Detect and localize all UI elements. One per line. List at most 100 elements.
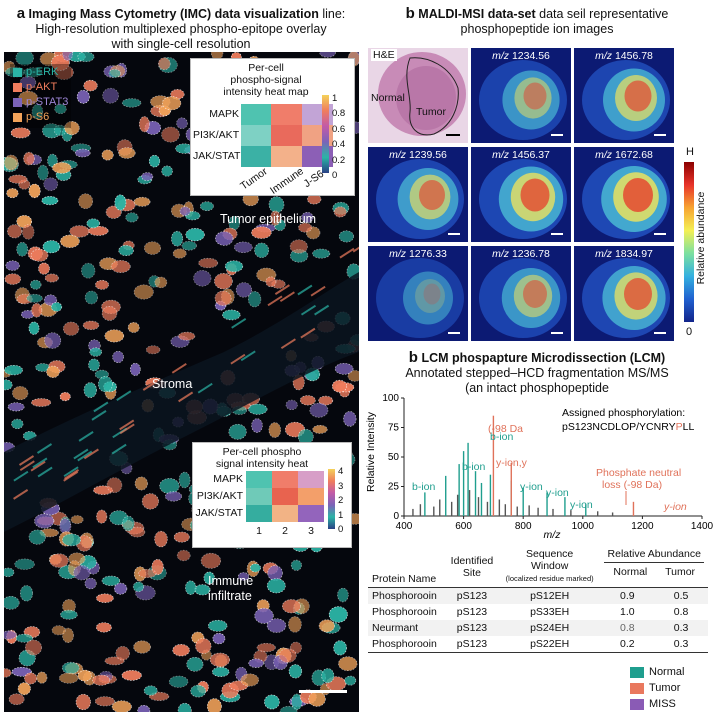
heatmap-row-label: PI3K/AKT xyxy=(196,490,243,502)
panel-a-title-rest: line: xyxy=(318,7,346,21)
imc-cell xyxy=(344,675,357,686)
cell-seq: pS33EH xyxy=(530,606,570,618)
header-normal: Normal xyxy=(613,566,648,578)
imc-cell xyxy=(279,705,298,712)
cell-normal: 0.8 xyxy=(620,622,635,634)
msi-mz-prefix: m/z xyxy=(595,149,615,161)
colorbar-tick: 0 xyxy=(338,524,344,535)
stroma-fiber xyxy=(171,362,187,374)
imc-cell xyxy=(42,240,61,254)
legend-item-perk: p-ERK xyxy=(13,66,68,78)
msi-mz-prefix: m/z xyxy=(389,248,409,260)
heatmap-1-title-line: intensity heat map xyxy=(223,86,309,98)
msi-mz-label: m/z 1456.78 xyxy=(574,50,674,62)
imc-cell xyxy=(198,257,219,269)
heatmap-2-grid xyxy=(246,471,324,522)
imc-cell xyxy=(88,358,100,372)
panel-b2-header: b LCM phospapture Microdissection (LCM) … xyxy=(362,350,712,396)
stroma-fiber xyxy=(91,410,107,421)
imc-cell xyxy=(193,270,212,287)
imc-cell xyxy=(268,422,281,438)
msi-ion-map xyxy=(368,246,468,341)
cell-protein: Neurmant xyxy=(372,622,419,634)
header-seq-line: Window xyxy=(530,560,569,572)
imc-cell xyxy=(176,549,191,562)
annotation-b-ion: b-ion xyxy=(490,431,514,443)
x-tick-label: 800 xyxy=(515,521,532,532)
imc-cell xyxy=(281,599,301,614)
stroma-fiber xyxy=(300,304,317,316)
imc-marker-legend: p-ERK p-AKT p-STAT3 p-S6 xyxy=(10,64,72,128)
msi-scale-bar xyxy=(551,233,563,235)
imc-cell xyxy=(62,52,73,61)
legend-item-pakt: p-AKT xyxy=(13,81,68,93)
imc-cell xyxy=(173,531,190,543)
annotation-y-ion: y-ion xyxy=(546,487,569,499)
stroma-fiber xyxy=(297,284,313,296)
imc-cell xyxy=(328,606,348,623)
panel-b-subtitle: phosphopeptide ion images xyxy=(460,22,614,36)
imc-cell xyxy=(4,365,23,376)
imc-cell xyxy=(24,639,42,656)
header-tumor: Tumor xyxy=(665,566,696,578)
table-row: Neurmant pS123 pS24EH 0.8 0.3 xyxy=(368,620,708,636)
imc-cell xyxy=(212,632,226,645)
imc-cell xyxy=(96,622,112,633)
annotation-y-ion: y-ion xyxy=(520,481,543,493)
imc-cell xyxy=(179,206,191,216)
x-tick-label: 1000 xyxy=(572,521,595,532)
cell-site: pS123 xyxy=(445,636,499,653)
panel-a-subtitle-2: with single-cell resolution xyxy=(111,37,251,51)
imc-cell xyxy=(127,322,140,333)
msi-mz-prefix: m/z xyxy=(492,248,512,260)
msi-mz-label: m/z 1236.78 xyxy=(471,248,571,260)
imc-cell xyxy=(14,558,35,570)
imc-cell xyxy=(309,402,329,418)
sequence-mark: P xyxy=(676,421,683,433)
panel-b-title-rest: data seil representative xyxy=(535,7,669,21)
heatmap-row-label: JAK/STAT xyxy=(195,507,243,519)
panel-b-title: MALDI-MSI data-set xyxy=(418,7,536,21)
msi-mz-label: m/z 1239.56 xyxy=(368,149,468,161)
imc-cell xyxy=(145,345,161,355)
panel-b2-title: LCM phospapture Microdissection (LCM) xyxy=(421,351,666,365)
imc-cell xyxy=(333,206,347,218)
imc-cell xyxy=(249,563,261,573)
region-label-line: Immune xyxy=(208,574,254,588)
stroma-fiber xyxy=(63,470,79,482)
heatmap-cell xyxy=(272,505,298,522)
header-site-line: Site xyxy=(462,566,482,579)
legend-label: p-S6 xyxy=(26,111,50,123)
annotation-b-ion: b-ion xyxy=(462,461,486,473)
legend-label: Normal xyxy=(649,666,685,678)
imc-cell xyxy=(11,418,24,430)
imc-cell xyxy=(278,648,297,663)
he-normal-label: Normal xyxy=(371,92,405,104)
imc-cell xyxy=(338,656,358,672)
msms-spectrum-chart: 400 600 800 1000 1200 1400 0 25 50 75 100 Relative… xyxy=(365,393,714,540)
msi-ion-image: m/z 1239.56 xyxy=(368,147,468,242)
colorbar-tick: 2 xyxy=(338,495,344,506)
stroma-fiber xyxy=(37,466,53,478)
maldi-grid: H&E Normal Tumor m/z 1234.56 m/z 1456.78 m… xyxy=(368,48,674,341)
imc-cell xyxy=(94,696,115,707)
heatmap-2-title-line: Per-cell phospho xyxy=(222,446,302,458)
panel-b2-subtitle-2: (an intact phosphopeptide xyxy=(465,381,609,395)
stroma-fiber xyxy=(13,489,29,500)
imc-cell xyxy=(73,565,91,581)
imc-cell xyxy=(343,411,357,427)
imc-cell xyxy=(137,705,151,712)
imc-cell xyxy=(321,668,335,684)
imc-cell xyxy=(333,640,347,656)
heatmap-cell xyxy=(298,488,324,505)
imc-cell xyxy=(308,691,326,707)
heatmap-1-colorbar xyxy=(322,95,329,173)
imc-cell xyxy=(159,478,180,494)
header-site-line: Identified xyxy=(450,554,494,567)
region-label-immune: Immune infiltrate xyxy=(208,574,253,604)
imc-cell xyxy=(200,552,221,569)
imc-cell xyxy=(234,241,253,254)
imc-cell xyxy=(186,656,204,672)
stroma-fiber xyxy=(274,284,290,295)
stroma-fiber xyxy=(339,247,355,259)
